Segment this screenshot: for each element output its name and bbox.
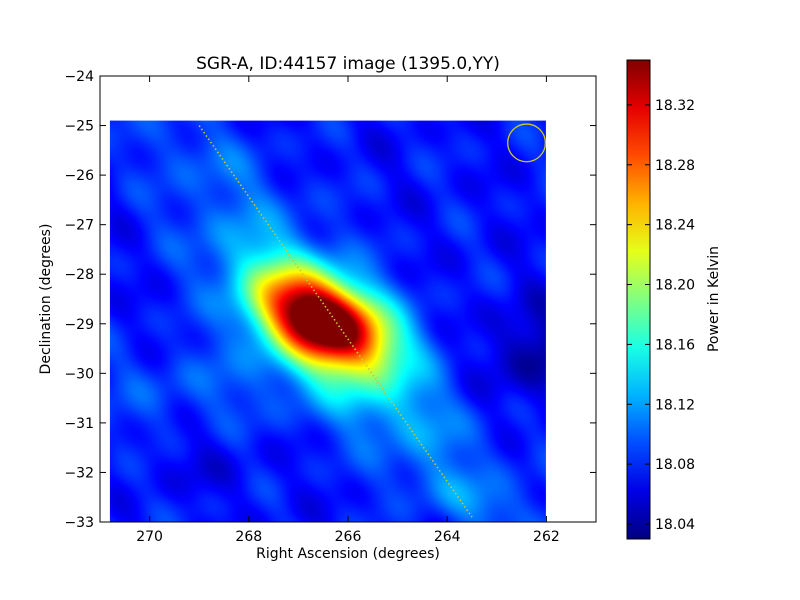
plot-area: 270 268 266 264 262 −24 −25 −26 −27 −28 −29 −30 −31… <box>64 69 597 545</box>
x-axis-ticks: 270 268 266 264 262 <box>136 76 560 545</box>
colorbar-tick-label: 18.20 <box>655 278 695 294</box>
colorbar-tick-label: 18.24 <box>655 218 695 234</box>
beam-circle <box>507 123 547 163</box>
y-axis-ticks: −24 −25 −26 −27 −28 −29 −30 −31 −32 −33 <box>64 69 596 531</box>
x-tick-label: 262 <box>533 529 560 545</box>
colorbar-tick-label: 18.16 <box>655 337 695 353</box>
y-tick-label: −30 <box>64 366 94 382</box>
colorbar: 18.04 18.08 18.12 18.16 18.20 18.24 18.28 18.32 <box>626 59 695 540</box>
x-tick-label: 268 <box>235 529 262 545</box>
colorbar-tick-label: 18.08 <box>655 457 695 473</box>
y-tick-label: −24 <box>64 69 94 85</box>
x-tick-label: 264 <box>434 529 461 545</box>
y-tick-label: −25 <box>64 119 94 135</box>
colorbar-tick-label: 18.28 <box>655 158 695 174</box>
colorbar-gradient <box>627 60 650 539</box>
chart-title: SGR-A, ID:44157 image (1395.0,YY) <box>196 54 500 74</box>
y-tick-label: −28 <box>64 267 94 283</box>
colorbar-tick-label: 18.04 <box>655 517 695 533</box>
y-axis-label: Declination (degrees) <box>38 224 54 375</box>
colorbar-tick-label: 18.12 <box>655 397 695 413</box>
overlay-layer <box>198 123 547 518</box>
colorbar-tick-label: 18.32 <box>655 98 695 114</box>
colorbar-frame <box>626 59 651 540</box>
y-tick-label: −29 <box>64 317 94 333</box>
colorbar-label: Power in Kelvin <box>706 246 722 352</box>
x-tick-label: 270 <box>136 529 163 545</box>
y-tick-label: −27 <box>64 218 94 234</box>
colorbar-ticks: 18.04 18.08 18.12 18.16 18.20 18.24 18.28 18.32 <box>627 98 695 533</box>
y-tick-label: −33 <box>64 515 94 531</box>
y-tick-label: −26 <box>64 168 94 184</box>
y-tick-label: −32 <box>64 465 94 481</box>
heatmap-image <box>109 120 546 522</box>
x-tick-label: 266 <box>335 529 362 545</box>
y-tick-label: −31 <box>64 416 94 432</box>
x-axis-label: Right Ascension (degrees) <box>256 546 440 562</box>
